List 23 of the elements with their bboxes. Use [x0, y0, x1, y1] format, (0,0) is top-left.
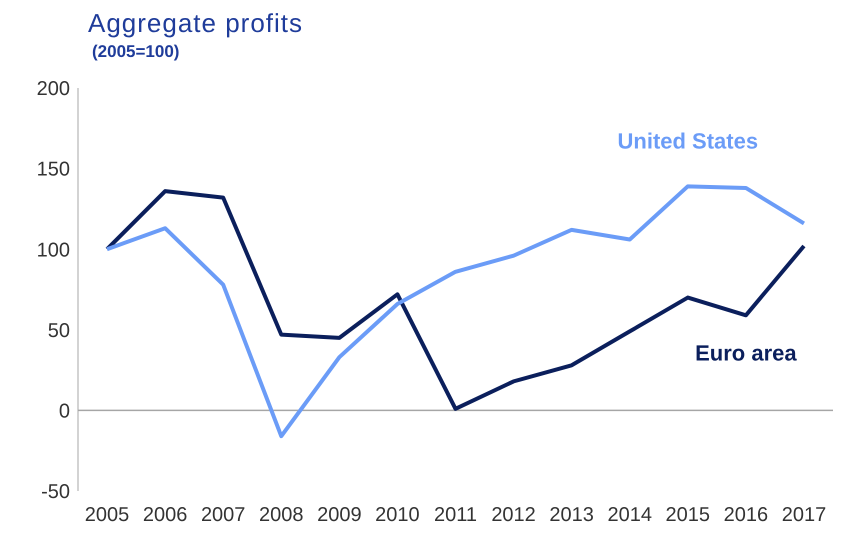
x-tick-label: 2005 [84, 504, 130, 526]
series-label: Euro area [695, 340, 798, 366]
x-tick-label: 2008 [259, 504, 304, 526]
x-tick-label: 2009 [317, 504, 362, 526]
chart-title: Aggregate profits [88, 8, 304, 39]
x-tick-label: 2006 [142, 504, 188, 526]
series-label: United States [618, 128, 758, 154]
y-tick-label: -50 [41, 481, 70, 504]
x-tick-label: 2007 [200, 504, 246, 526]
x-tick-label: 2012 [491, 504, 536, 526]
y-tick-label: 100 [36, 239, 70, 262]
x-tick-label: 2010 [375, 504, 420, 526]
x-tick-label: 2013 [549, 504, 594, 526]
x-tick-label: 2011 [434, 504, 478, 526]
y-tick-label: 0 [58, 400, 70, 422]
y-tick-label: 150 [36, 158, 70, 181]
x-tick-label: 2014 [607, 504, 652, 526]
y-tick-label: 50 [48, 320, 70, 342]
y-tick-label: 200 [36, 78, 70, 100]
chart-subtitle: (2005=100) [92, 42, 180, 62]
x-tick-label: 2016 [724, 504, 768, 526]
x-tick-label: 2017 [782, 504, 826, 526]
x-tick-label: 2015 [666, 504, 710, 526]
